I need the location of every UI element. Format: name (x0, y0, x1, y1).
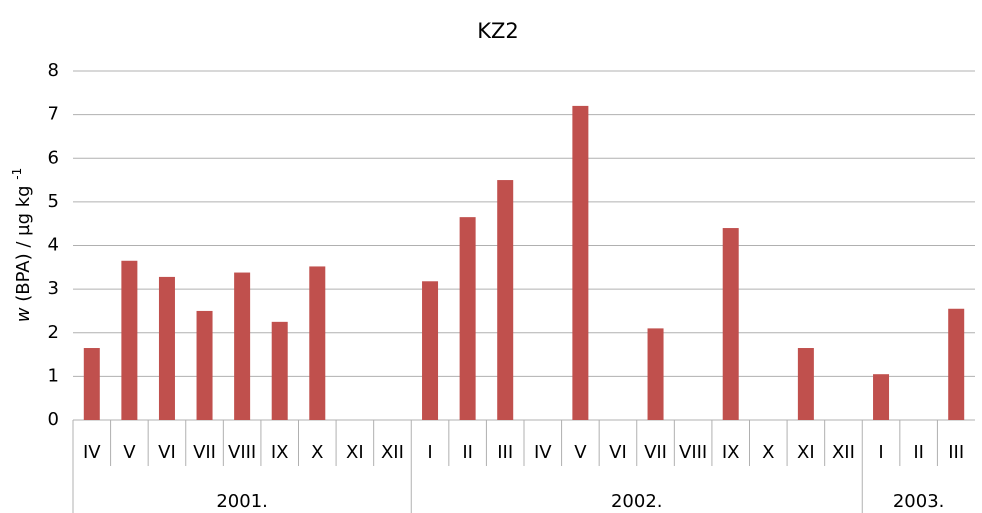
x-tick-label: VI (158, 442, 176, 463)
x-tick-label: II (913, 442, 924, 463)
x-tick-label: V (574, 442, 587, 463)
x-tick-label: III (948, 442, 964, 463)
y-tick-label: 0 (48, 409, 59, 430)
y-tick-label: 8 (48, 60, 59, 81)
bar (647, 328, 664, 420)
group-label: 2002. (611, 491, 663, 512)
chart-title: KZ2 (477, 19, 519, 43)
y-tick-label: 4 (48, 235, 59, 256)
bar (722, 228, 739, 420)
x-tick-label: XI (346, 442, 364, 463)
x-tick-label: II (462, 442, 473, 463)
bar (497, 180, 514, 420)
x-tick-label: IX (271, 442, 289, 463)
y-tick-label: 1 (48, 365, 59, 386)
bar (83, 348, 100, 420)
x-tick-label: VII (644, 442, 667, 463)
group-label: 2003. (893, 491, 945, 512)
x-tick-label: VII (193, 442, 216, 463)
x-tick-label: III (497, 442, 513, 463)
y-axis-label: w (BPA) / µg kg -1 (10, 168, 35, 323)
x-tick-label: X (762, 442, 774, 463)
bar (234, 272, 251, 420)
y-tick-label: 7 (48, 104, 59, 125)
y-tick-label: 6 (48, 147, 59, 168)
bar (459, 217, 476, 420)
bar (121, 260, 138, 420)
bar (158, 276, 175, 420)
bar (422, 281, 439, 420)
y-tick-label: 3 (48, 278, 59, 299)
y-tick-label: 5 (48, 191, 59, 212)
x-tick-label: I (427, 442, 432, 463)
x-tick-label: V (123, 442, 136, 463)
bar (797, 348, 814, 420)
x-tick-label: IV (534, 442, 552, 463)
bar (948, 308, 965, 420)
bar (873, 374, 890, 420)
y-label-exponent: -1 (10, 168, 24, 180)
x-tick-label: VI (609, 442, 627, 463)
x-tick-label: VIII (228, 442, 256, 463)
x-tick-label: XI (797, 442, 815, 463)
x-tick-label: XII (381, 442, 404, 463)
x-tick-label: I (878, 442, 883, 463)
bar (271, 321, 288, 420)
y-label-variable: w (13, 307, 34, 322)
x-tick-label: VIII (679, 442, 707, 463)
y-tick-label: 2 (48, 322, 59, 343)
bar (572, 105, 589, 421)
y-label-text: (BPA) / µg kg (13, 180, 34, 308)
bar (309, 266, 326, 420)
x-tick-label: IX (722, 442, 740, 463)
x-tick-label: XII (832, 442, 855, 463)
x-tick-label: X (311, 442, 323, 463)
bar (196, 310, 213, 420)
group-label: 2001. (216, 491, 268, 512)
x-tick-label: IV (83, 442, 101, 463)
